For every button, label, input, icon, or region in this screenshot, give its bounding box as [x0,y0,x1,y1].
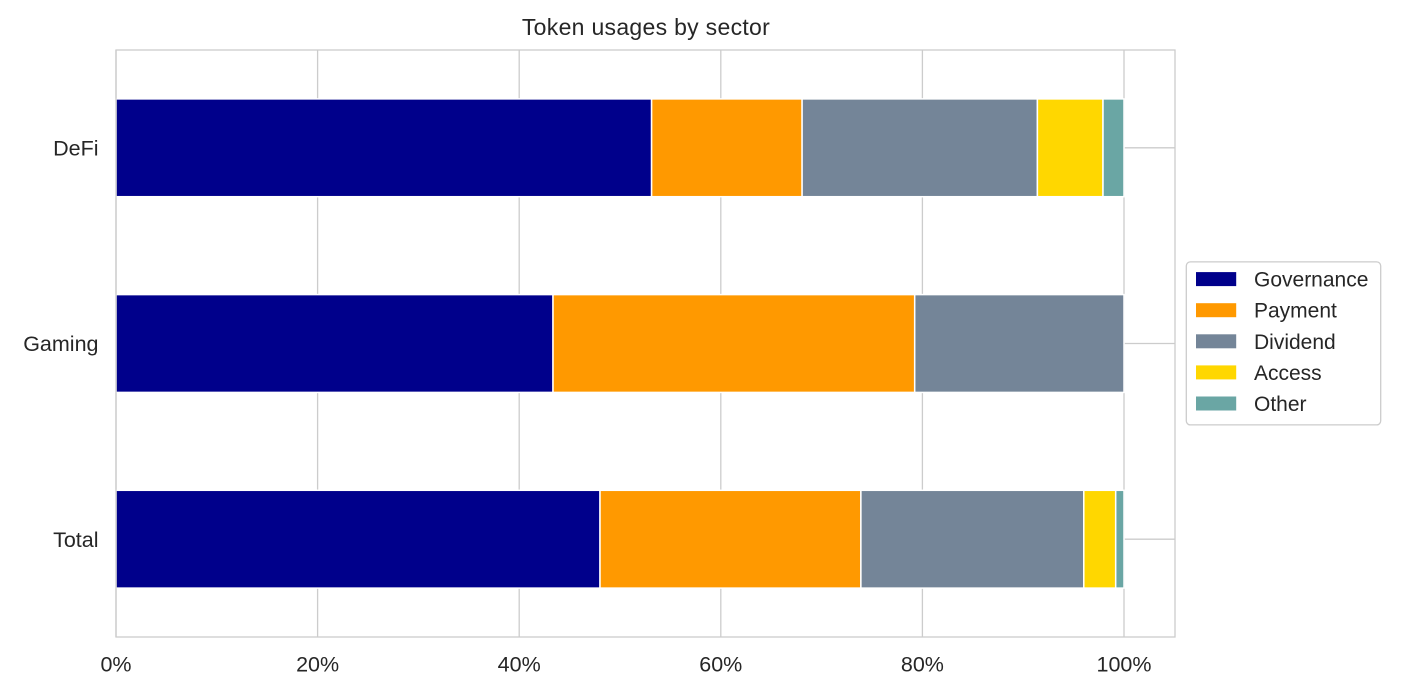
svg-text:80%: 80% [901,653,944,677]
svg-text:Governance: Governance [1254,269,1368,292]
svg-text:0%: 0% [100,653,131,677]
svg-text:Gaming: Gaming [23,332,98,356]
svg-text:Dividend: Dividend [1254,331,1336,354]
svg-text:Total: Total [53,528,98,552]
svg-text:DeFi: DeFi [53,137,98,161]
svg-text:100%: 100% [1097,653,1152,677]
svg-text:Token usages by sector: Token usages by sector [522,14,770,40]
svg-text:Access: Access [1254,362,1322,385]
svg-text:20%: 20% [296,653,339,677]
svg-text:40%: 40% [498,653,541,677]
svg-text:Payment: Payment [1254,300,1337,323]
svg-text:Other: Other [1254,393,1307,416]
svg-text:60%: 60% [699,653,742,677]
